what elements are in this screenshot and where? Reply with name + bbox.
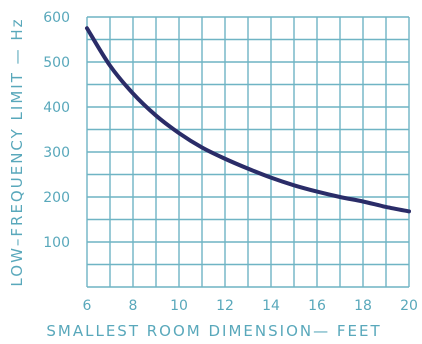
x-tick-label: 6	[83, 298, 92, 314]
x-tick-label: 20	[400, 298, 418, 314]
x-tick-label: 12	[216, 298, 234, 314]
y-axis-ticks: 100 200 300 400 500 600	[43, 10, 70, 251]
x-tick-label: 18	[354, 298, 372, 314]
x-axis-label: SMALLEST ROOM DIMENSION— FEET	[46, 322, 381, 340]
x-tick-label: 10	[170, 298, 188, 314]
y-axis-label: LOW–FREQUENCY LIMIT — Hz	[8, 17, 26, 286]
grid	[86, 16, 410, 288]
y-tick-label: 500	[43, 55, 70, 71]
x-tick-label: 8	[129, 298, 138, 314]
y-tick-label: 300	[43, 145, 70, 161]
x-tick-label: 14	[262, 298, 280, 314]
y-tick-label: 400	[43, 100, 70, 116]
x-axis-ticks: 6 8 10 12 14 16 18 20	[83, 298, 418, 314]
y-tick-label: 100	[43, 235, 70, 251]
x-tick-label: 16	[308, 298, 326, 314]
data-series-line	[85, 26, 411, 214]
y-tick-label: 200	[43, 190, 70, 206]
y-tick-label: 600	[43, 10, 70, 26]
